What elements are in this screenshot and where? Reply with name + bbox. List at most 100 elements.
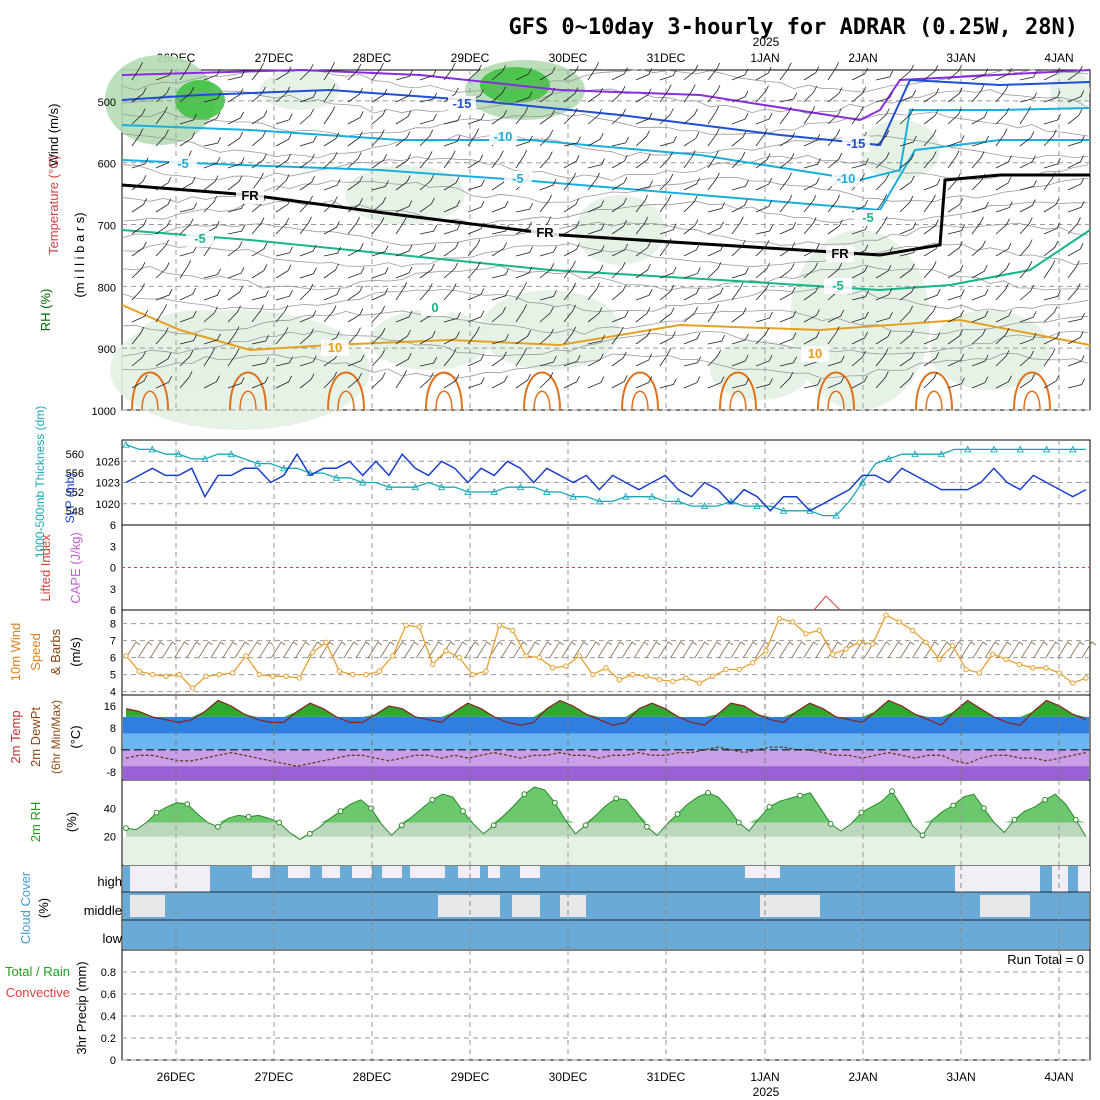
wind-barb-4-3 [227,132,243,147]
w10-point-3 [163,673,169,679]
date-bottom-30DEC: 30DEC [549,1070,588,1084]
wind-barb-14-12 [467,326,480,345]
wind-barb-21-4 [635,153,651,169]
w10-point-7 [216,671,223,678]
wind-barb-7-3 [299,135,317,147]
wind-barb-12-10 [419,283,433,301]
wind-barb-9-12 [347,327,361,345]
wind-barb-36-14 [995,375,1012,389]
rh-point-12 [245,813,252,820]
rh-point-87 [1011,816,1018,823]
date-top-1JAN: 1JAN [750,51,779,65]
w10-barb-5 [186,641,201,659]
wind-barb-10-7 [371,217,385,235]
wind-barb-34-7 [947,224,965,235]
wind-barb-1-5 [155,176,172,191]
wind-barb-38-10 [1043,290,1061,301]
upper-air-panel: 500 600 700 800 900 1000 -15 -15 -10 -10 -5 -5 FR FR F… [92,55,1091,430]
wind-barb-23-8 [683,243,700,257]
thickness-point-18 [358,478,367,486]
wind-barb-6-6 [275,198,292,213]
wind-barb-5-3 [251,130,267,147]
w10-point-62 [950,643,956,649]
wind-barb-15-6 [491,200,509,213]
wind-barb-19-7 [587,223,605,235]
wind-barb-28-9 [803,262,818,279]
w10-barb-32 [512,641,528,659]
wind-barb-19-8 [587,245,605,257]
w10-barb-36 [561,641,576,659]
contour-label-bg-8 [826,246,854,262]
hot-loop-inner-7 [827,390,845,411]
wind-barb-11-11 [395,310,413,323]
wind-barb-27-4 [779,153,795,169]
contour-label-0: -15 [448,96,476,112]
wind-barb-31-5 [875,173,890,191]
rh-point-90 [1042,796,1048,803]
wind-barb-0-12 [131,326,145,345]
wind-barb-18-8 [563,243,580,257]
wind-barb-27-2 [779,106,792,125]
wind-barb-12-1 [419,92,438,103]
hot-loop-0 [131,371,169,411]
wind-barb-10-3 [371,129,385,147]
cloud-mid-gap-4 [760,895,820,917]
thickness-point-24 [437,483,446,491]
thickness-point-70 [1042,445,1051,453]
wind-barb-6-7 [275,217,290,235]
contour-label-text-13: 10 [328,340,342,355]
wind-barb-2-9 [179,260,192,279]
w10-barb-51 [742,641,758,659]
wind-barb-37-11 [1019,311,1037,323]
wind-barb-5-2 [251,110,268,125]
wind-barb-20-2 [611,108,626,125]
wind-barb-17-1 [539,88,555,103]
wind-barb-21-12 [635,329,651,345]
wind-barb-27-9 [779,263,795,279]
wind-barb-7-12 [299,328,314,345]
wind-barb-3-0 [203,68,221,81]
wind-barb-35-12 [971,328,986,345]
wind-barb-30-0 [851,67,868,81]
rh-point-30 [429,796,436,803]
w10-point-66 [1003,656,1009,662]
w10-point-34 [576,653,582,659]
tick-t2m-8: 8 [110,723,116,735]
wind-barb-24-2 [707,106,720,125]
w10-barb-69 [960,641,976,659]
wind-barb-5-5 [251,172,264,191]
wind-barb-33-5 [923,178,941,191]
wind-barb-11-8 [395,244,413,257]
tick-precip-0.6: 0.6 [101,989,116,1001]
cloud-mid-gap-5 [980,895,1030,917]
wind-barb-12-6 [419,197,435,213]
wind-barb-14-6 [467,201,485,213]
wind-barb-8-2 [323,106,336,125]
wind-barb-1-12 [155,327,169,345]
wind-barb-39-4 [1067,155,1084,169]
wind-barb-37-1 [1019,92,1037,103]
tick-li--3: 3 [110,541,116,553]
wind-barb-10-13 [371,349,385,367]
w10-point-45 [723,666,729,673]
wind-barb-36-5 [995,176,1012,191]
wind-barb-8-6 [323,196,338,213]
wind-barb-21-10 [635,289,653,301]
w10-barb-64 [900,641,915,659]
wind-barb-24-4 [707,150,719,169]
wind-barb-39-12 [1067,331,1084,345]
wind-barb-35-13 [971,354,989,367]
wind-barb-30-11 [851,311,869,323]
wind-barb-25-10 [731,282,744,301]
wind-barb-13-9 [443,262,458,279]
wind-barb-3-1 [203,92,221,103]
w10-barb-7 [210,641,225,659]
rh-point-24 [368,805,375,812]
thickness-point-32 [543,488,551,495]
wind-barb-28-11 [803,309,820,323]
wind-barb-10-4 [371,154,387,169]
wind-barb-20-6 [611,197,627,213]
w10-barb-2 [149,641,165,659]
wind-barb-17-3 [539,129,554,147]
wind-barb-34-2 [947,108,962,125]
